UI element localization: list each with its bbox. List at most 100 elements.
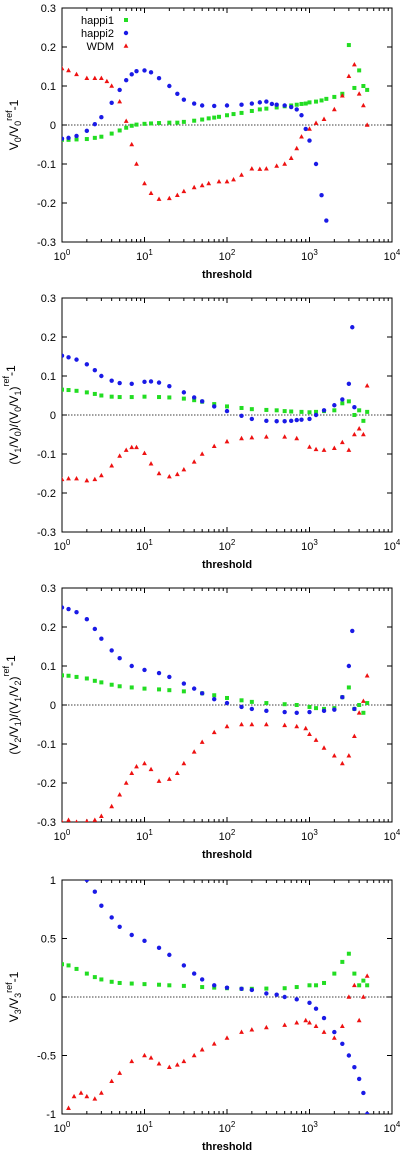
data-point-WDM <box>166 474 172 479</box>
data-point-happi2 <box>282 709 287 715</box>
data-point-happi1 <box>361 418 366 423</box>
data-point-WDM <box>331 1035 337 1040</box>
data-point-WDM <box>360 698 366 703</box>
data-point-happi2 <box>239 986 244 992</box>
data-point-WDM <box>346 994 352 999</box>
data-point-happi2 <box>62 136 65 141</box>
data-point-WDM <box>109 463 115 468</box>
data-point-WDM <box>191 184 197 190</box>
data-point-happi2 <box>66 355 71 360</box>
series-WDM <box>62 383 370 483</box>
data-point-happi1 <box>62 962 64 967</box>
data-point-happi1 <box>84 676 89 681</box>
data-point-WDM <box>109 803 115 809</box>
data-point-WDM <box>231 177 236 182</box>
x-tick-label: 103 <box>301 538 318 553</box>
data-point-happi2 <box>352 405 357 410</box>
data-point-WDM <box>78 1090 84 1095</box>
data-point-happi1 <box>167 688 172 693</box>
data-point-happi1 <box>231 112 236 117</box>
data-point-happi2 <box>129 72 134 77</box>
data-point-happi1 <box>217 114 222 119</box>
data-point-WDM <box>249 1027 255 1032</box>
data-point-WDM <box>249 721 255 727</box>
data-point-happi2 <box>274 992 279 997</box>
data-point-happi2 <box>294 107 299 112</box>
y-tick-label: -0.1 <box>37 159 56 171</box>
x-tick-label: 103 <box>301 248 318 263</box>
data-point-happi2 <box>361 1090 366 1096</box>
data-point-happi1 <box>365 983 370 988</box>
data-point-happi1 <box>92 975 97 980</box>
data-point-WDM <box>216 178 222 184</box>
data-point-happi1 <box>274 408 279 413</box>
data-point-WDM <box>104 78 110 84</box>
data-point-happi2 <box>340 397 345 402</box>
data-point-WDM <box>313 1023 319 1029</box>
data-point-WDM <box>142 1052 147 1058</box>
data-point-WDM <box>282 1022 288 1027</box>
data-point-happi2 <box>191 686 197 691</box>
data-point-happi2 <box>212 983 217 988</box>
data-point-WDM <box>224 438 230 444</box>
data-point-happi1 <box>149 121 154 126</box>
data-point-WDM <box>307 126 312 131</box>
data-point-happi2 <box>212 404 217 409</box>
data-point-WDM <box>142 450 147 456</box>
series-WDM <box>62 673 370 822</box>
data-point-happi1 <box>66 673 71 678</box>
data-point-happi2 <box>288 104 294 110</box>
data-point-happi2 <box>321 408 327 413</box>
x-tick-label: 101 <box>136 538 153 553</box>
data-point-happi2 <box>99 373 104 379</box>
data-point-happi1 <box>264 701 269 706</box>
data-point-happi1 <box>239 110 244 115</box>
data-point-happi2 <box>74 609 79 615</box>
data-point-WDM <box>92 75 98 80</box>
data-point-happi1 <box>200 985 205 990</box>
data-point-happi1 <box>352 85 357 90</box>
data-point-happi1 <box>340 401 345 406</box>
data-point-happi2 <box>129 381 134 386</box>
legend-marker-happi2 <box>123 30 129 36</box>
data-point-WDM <box>263 1024 269 1030</box>
data-point-happi1 <box>324 96 329 101</box>
legend-marker-WDM <box>123 43 129 48</box>
data-point-WDM <box>321 116 327 121</box>
data-point-WDM <box>351 431 357 437</box>
data-point-WDM <box>191 749 197 754</box>
data-point-WDM <box>123 447 129 452</box>
data-point-happi2 <box>224 408 230 414</box>
data-point-WDM <box>294 723 300 729</box>
y-tick-label: 0 <box>50 410 56 422</box>
data-point-happi2 <box>264 708 269 714</box>
data-point-happi1 <box>346 951 351 956</box>
data-point-WDM <box>84 75 90 80</box>
data-point-WDM <box>129 1058 135 1064</box>
data-point-happi2 <box>167 674 172 680</box>
data-point-happi1 <box>129 395 134 400</box>
data-point-happi2 <box>288 418 294 424</box>
series-happi1 <box>62 673 370 715</box>
data-point-happi2 <box>62 605 65 610</box>
data-point-WDM <box>282 161 288 166</box>
data-point-happi1 <box>249 699 254 704</box>
data-point-WDM <box>84 477 90 483</box>
data-point-happi1 <box>142 982 147 987</box>
data-point-happi1 <box>134 122 139 127</box>
data-point-happi1 <box>129 685 134 690</box>
data-point-WDM <box>299 134 304 139</box>
data-point-happi1 <box>74 966 79 971</box>
data-point-happi2 <box>191 971 197 976</box>
data-point-WDM <box>191 459 197 464</box>
data-point-happi2 <box>352 706 357 712</box>
y-axis-label: (V1/V0)/(V0/V1)ref-1 <box>1 365 23 465</box>
x-tick-label: 100 <box>54 1120 71 1135</box>
data-point-WDM <box>360 102 366 108</box>
data-point-WDM <box>199 451 205 456</box>
data-point-happi1 <box>322 980 327 985</box>
data-point-happi2 <box>307 416 312 422</box>
data-point-happi2 <box>117 656 122 661</box>
data-point-WDM <box>282 434 288 439</box>
